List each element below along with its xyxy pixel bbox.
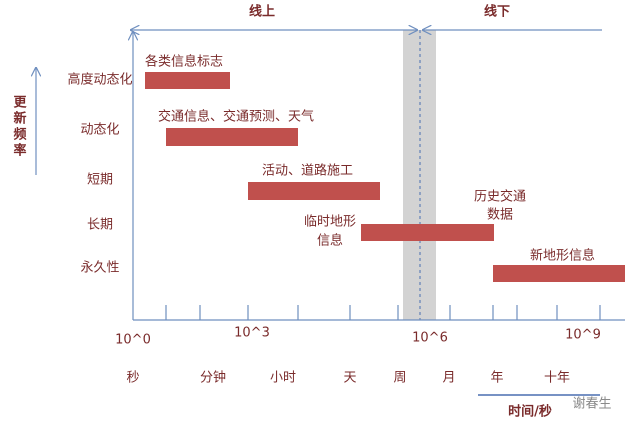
x-unit: 月 xyxy=(442,371,455,386)
x-unit: 秒 xyxy=(126,371,139,386)
watermark: 谢春生 xyxy=(572,396,611,412)
row-label: 动态化 xyxy=(80,123,119,138)
x-title: 时间/秒 xyxy=(508,404,552,420)
x-unit: 天 xyxy=(343,371,356,386)
bar xyxy=(248,182,380,200)
bar-label: 新地形信息 xyxy=(530,248,595,264)
bar-label: 数据 xyxy=(487,208,513,223)
bar-label: 信息 xyxy=(317,233,343,249)
offline-label: 线下 xyxy=(484,4,510,20)
row-label: 永久性 xyxy=(80,261,119,276)
bar-label: 交通信息、交通预测、天气 xyxy=(158,109,314,125)
ticks xyxy=(165,305,601,320)
x-unit: 小时 xyxy=(270,371,296,386)
bar xyxy=(166,128,298,146)
row-label: 长期 xyxy=(87,218,113,233)
y-title: 更新频率 xyxy=(11,95,27,159)
x-exponent: 10^9 xyxy=(565,328,601,343)
online-label: 线上 xyxy=(249,4,275,20)
x-unit: 周 xyxy=(393,371,406,386)
row-label: 高度动态化 xyxy=(67,72,132,88)
bar xyxy=(361,224,494,241)
x-unit: 分钟 xyxy=(200,370,226,386)
x-exponent: 10^0 xyxy=(115,333,151,348)
bar xyxy=(145,72,230,89)
bar-label: 历史交通 xyxy=(474,189,526,205)
row-label: 短期 xyxy=(87,173,113,188)
x-unit: 年 xyxy=(490,371,503,386)
bar-label: 活动、道路施工 xyxy=(262,163,353,179)
bar-label: 临时地形 xyxy=(304,215,356,230)
x-unit: 十年 xyxy=(544,371,570,386)
bar xyxy=(493,265,625,282)
bar-label: 各类信息标志 xyxy=(145,54,223,70)
x-exponent: 10^3 xyxy=(234,326,270,341)
x-exponent: 10^6 xyxy=(412,331,448,346)
